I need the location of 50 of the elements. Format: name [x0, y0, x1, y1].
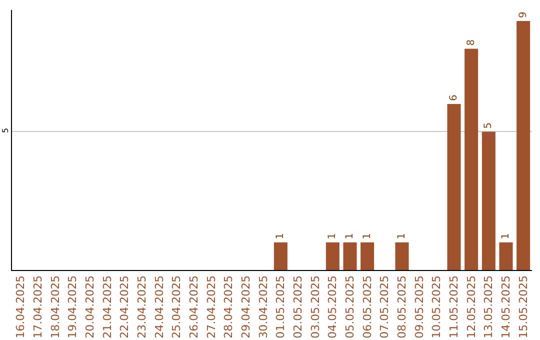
x-tick-label: 24.04.2025	[152, 275, 166, 338]
x-tick-label: 14.05.2025	[500, 275, 513, 338]
x-tick-label: 10.05.2025	[430, 275, 444, 338]
x-tick-label: 02.05.2025	[292, 275, 305, 338]
data-label: 1	[396, 232, 408, 240]
x-tick-label: 17.04.2025	[32, 275, 45, 338]
x-tick-label: 11.05.2025	[448, 275, 461, 338]
bar	[343, 242, 357, 270]
data-label: 5	[483, 122, 494, 129]
x-tick-label: 20.04.2025	[84, 275, 97, 338]
bar	[447, 104, 461, 270]
x-tick-label: 08.05.2025	[396, 275, 409, 338]
data-label: 1	[275, 232, 286, 240]
data-label: 1	[500, 232, 512, 240]
x-tick-label: 29.04.2025	[240, 275, 253, 338]
bar	[499, 242, 513, 270]
x-tick-label: 26.04.2025	[188, 275, 201, 338]
x-tick-label: 19.04.2025	[66, 275, 80, 338]
bar	[274, 242, 288, 270]
x-tick-label: 23.04.2025	[136, 275, 149, 338]
x-tick-label: 18.04.2025	[48, 275, 62, 338]
x-tick-label: 21.04.2025	[100, 275, 114, 338]
data-label: 1	[327, 232, 338, 240]
data-label: 1	[344, 232, 356, 240]
data-label: 8	[466, 39, 477, 46]
x-tick-label: 04.05.2025	[326, 275, 340, 338]
x-tick-label: 22.04.2025	[118, 275, 132, 338]
x-tick-label: 01.05.2025	[274, 275, 288, 338]
bar	[482, 132, 496, 270]
x-tick-label: 25.04.2025	[170, 275, 184, 338]
bar	[360, 242, 374, 270]
data-label: 6	[448, 94, 460, 102]
x-tick-label: 07.05.2025	[378, 275, 392, 338]
x-tick-label: 16.04.2025	[14, 275, 28, 338]
bar	[326, 242, 340, 270]
x-tick-label: 12.05.2025	[464, 275, 478, 338]
data-label: 1	[362, 232, 373, 240]
x-tick-label: 13.05.2025	[482, 275, 496, 338]
x-tick-label: 15.05.2025	[516, 275, 530, 338]
x-tick-label: 28.04.2025	[222, 275, 236, 338]
x-tick-label: 27.04.2025	[204, 275, 218, 338]
x-tick-label: 30.04.2025	[256, 275, 270, 338]
bar	[395, 242, 409, 270]
x-tick-label: 05.05.2025	[344, 275, 357, 338]
bar	[516, 21, 530, 270]
data-label: 9	[518, 12, 529, 18]
x-tick-label: 06.05.2025	[360, 275, 374, 338]
x-tick-label: 09.05.2025	[412, 275, 426, 338]
x-tick-label: 03.05.2025	[308, 275, 322, 338]
bar	[464, 48, 478, 270]
